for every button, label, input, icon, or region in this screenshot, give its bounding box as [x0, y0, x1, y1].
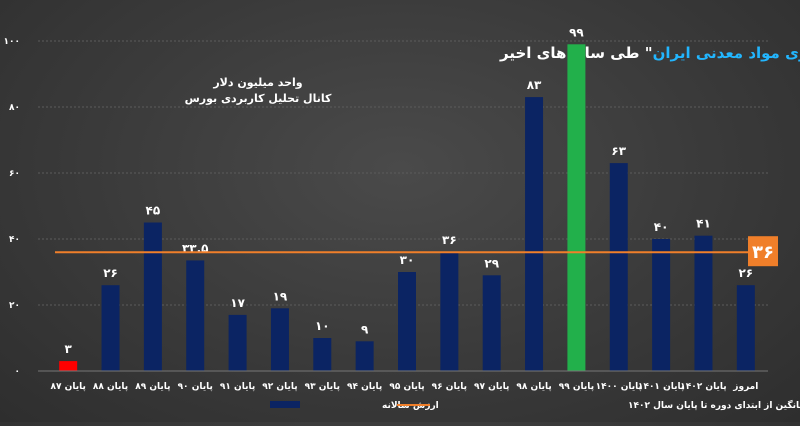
bar	[398, 272, 416, 371]
y-tick-label: ۸۰	[9, 103, 20, 113]
chart-title-highlight: فرآوری مواد معدنی ایران	[653, 44, 800, 62]
y-tick-label: ۲۰	[9, 301, 20, 311]
bar	[694, 235, 713, 371]
bar	[313, 338, 332, 371]
x-tick-label: پایان ۹۴	[347, 382, 382, 392]
legend-swatch-bars	[270, 401, 300, 408]
bar	[143, 222, 162, 371]
data-label: ۲۶	[103, 266, 118, 280]
x-tick-label: پایان ۹۷	[474, 382, 509, 392]
data-label: ۳۰	[400, 253, 415, 267]
x-tick-label: پایان ۸۸	[93, 382, 128, 392]
data-label: ۸۳	[527, 78, 542, 92]
x-tick-label: پایان ۹۶	[432, 382, 467, 392]
data-label: ۴۰	[654, 220, 669, 234]
y-tick-label: ۰	[15, 367, 21, 377]
x-tick-label: پایان ۹۹	[559, 382, 594, 392]
y-tick-label: ۶۰	[9, 169, 20, 179]
x-tick-label: پایان ۸۷	[51, 382, 86, 392]
data-label: ۱۰	[315, 319, 330, 333]
bar	[440, 252, 459, 371]
x-tick-label: پایان ۹۱	[220, 382, 255, 392]
x-tick-label: پایان ۹۸	[516, 382, 551, 392]
bar	[609, 163, 628, 371]
data-label: ۴۵	[146, 204, 161, 218]
average-badge	[748, 236, 778, 267]
bar	[525, 97, 544, 371]
x-tick-label: امروز	[732, 382, 758, 392]
bar	[186, 260, 205, 371]
data-label: ۱۷	[230, 296, 245, 310]
data-label: ۹	[361, 322, 369, 336]
x-tick-label: پایان ۱۴۰۲	[680, 382, 726, 392]
x-tick-label: پایان ۹۲	[262, 382, 297, 392]
bar	[59, 361, 78, 371]
legend-label-average: میانگین از ابتدای دوره تا پایان سال ۱۴۰۲	[628, 399, 800, 411]
data-label: ۲۹	[484, 256, 499, 270]
bar	[567, 44, 586, 372]
x-tick-label: پایان ۱۴۰۰	[596, 382, 642, 392]
bar	[228, 314, 247, 371]
bar	[652, 239, 671, 371]
x-tick-label: پایان ۹۵	[389, 382, 424, 392]
chart-subtitle: واحد میلیون دلار	[212, 76, 302, 89]
bar	[736, 285, 755, 371]
bar	[355, 341, 374, 371]
data-label: ۴۱	[696, 217, 711, 231]
y-tick-label: ۴۰	[9, 235, 20, 245]
chart-title: روند ارزش دلاری "فرآوری مواد معدنی ایران…	[499, 44, 800, 62]
bar	[101, 285, 120, 371]
data-label: ۲۶	[738, 266, 753, 280]
data-label: ۶۳	[611, 144, 626, 158]
average-label: ۳۶	[752, 242, 774, 263]
x-tick-label: پایان ۸۹	[135, 382, 170, 392]
chart-subtitle: کانال تحلیل کاربردی بورس	[185, 92, 332, 105]
bar	[270, 308, 289, 371]
x-tick-label: پایان ۹۳	[305, 382, 340, 392]
data-label: ۹۹	[569, 25, 584, 39]
data-label: ۱۹	[273, 289, 288, 303]
data-label: ۳	[65, 342, 73, 356]
data-label: ۳۳.۵	[182, 241, 209, 255]
x-tick-label: پایان ۱۴۰۱	[638, 382, 684, 392]
data-label: ۳۶	[442, 233, 457, 247]
x-tick-label: پایان ۹۰	[178, 382, 213, 392]
y-tick-label: ۱۰۰	[4, 37, 20, 47]
bar	[482, 275, 501, 371]
